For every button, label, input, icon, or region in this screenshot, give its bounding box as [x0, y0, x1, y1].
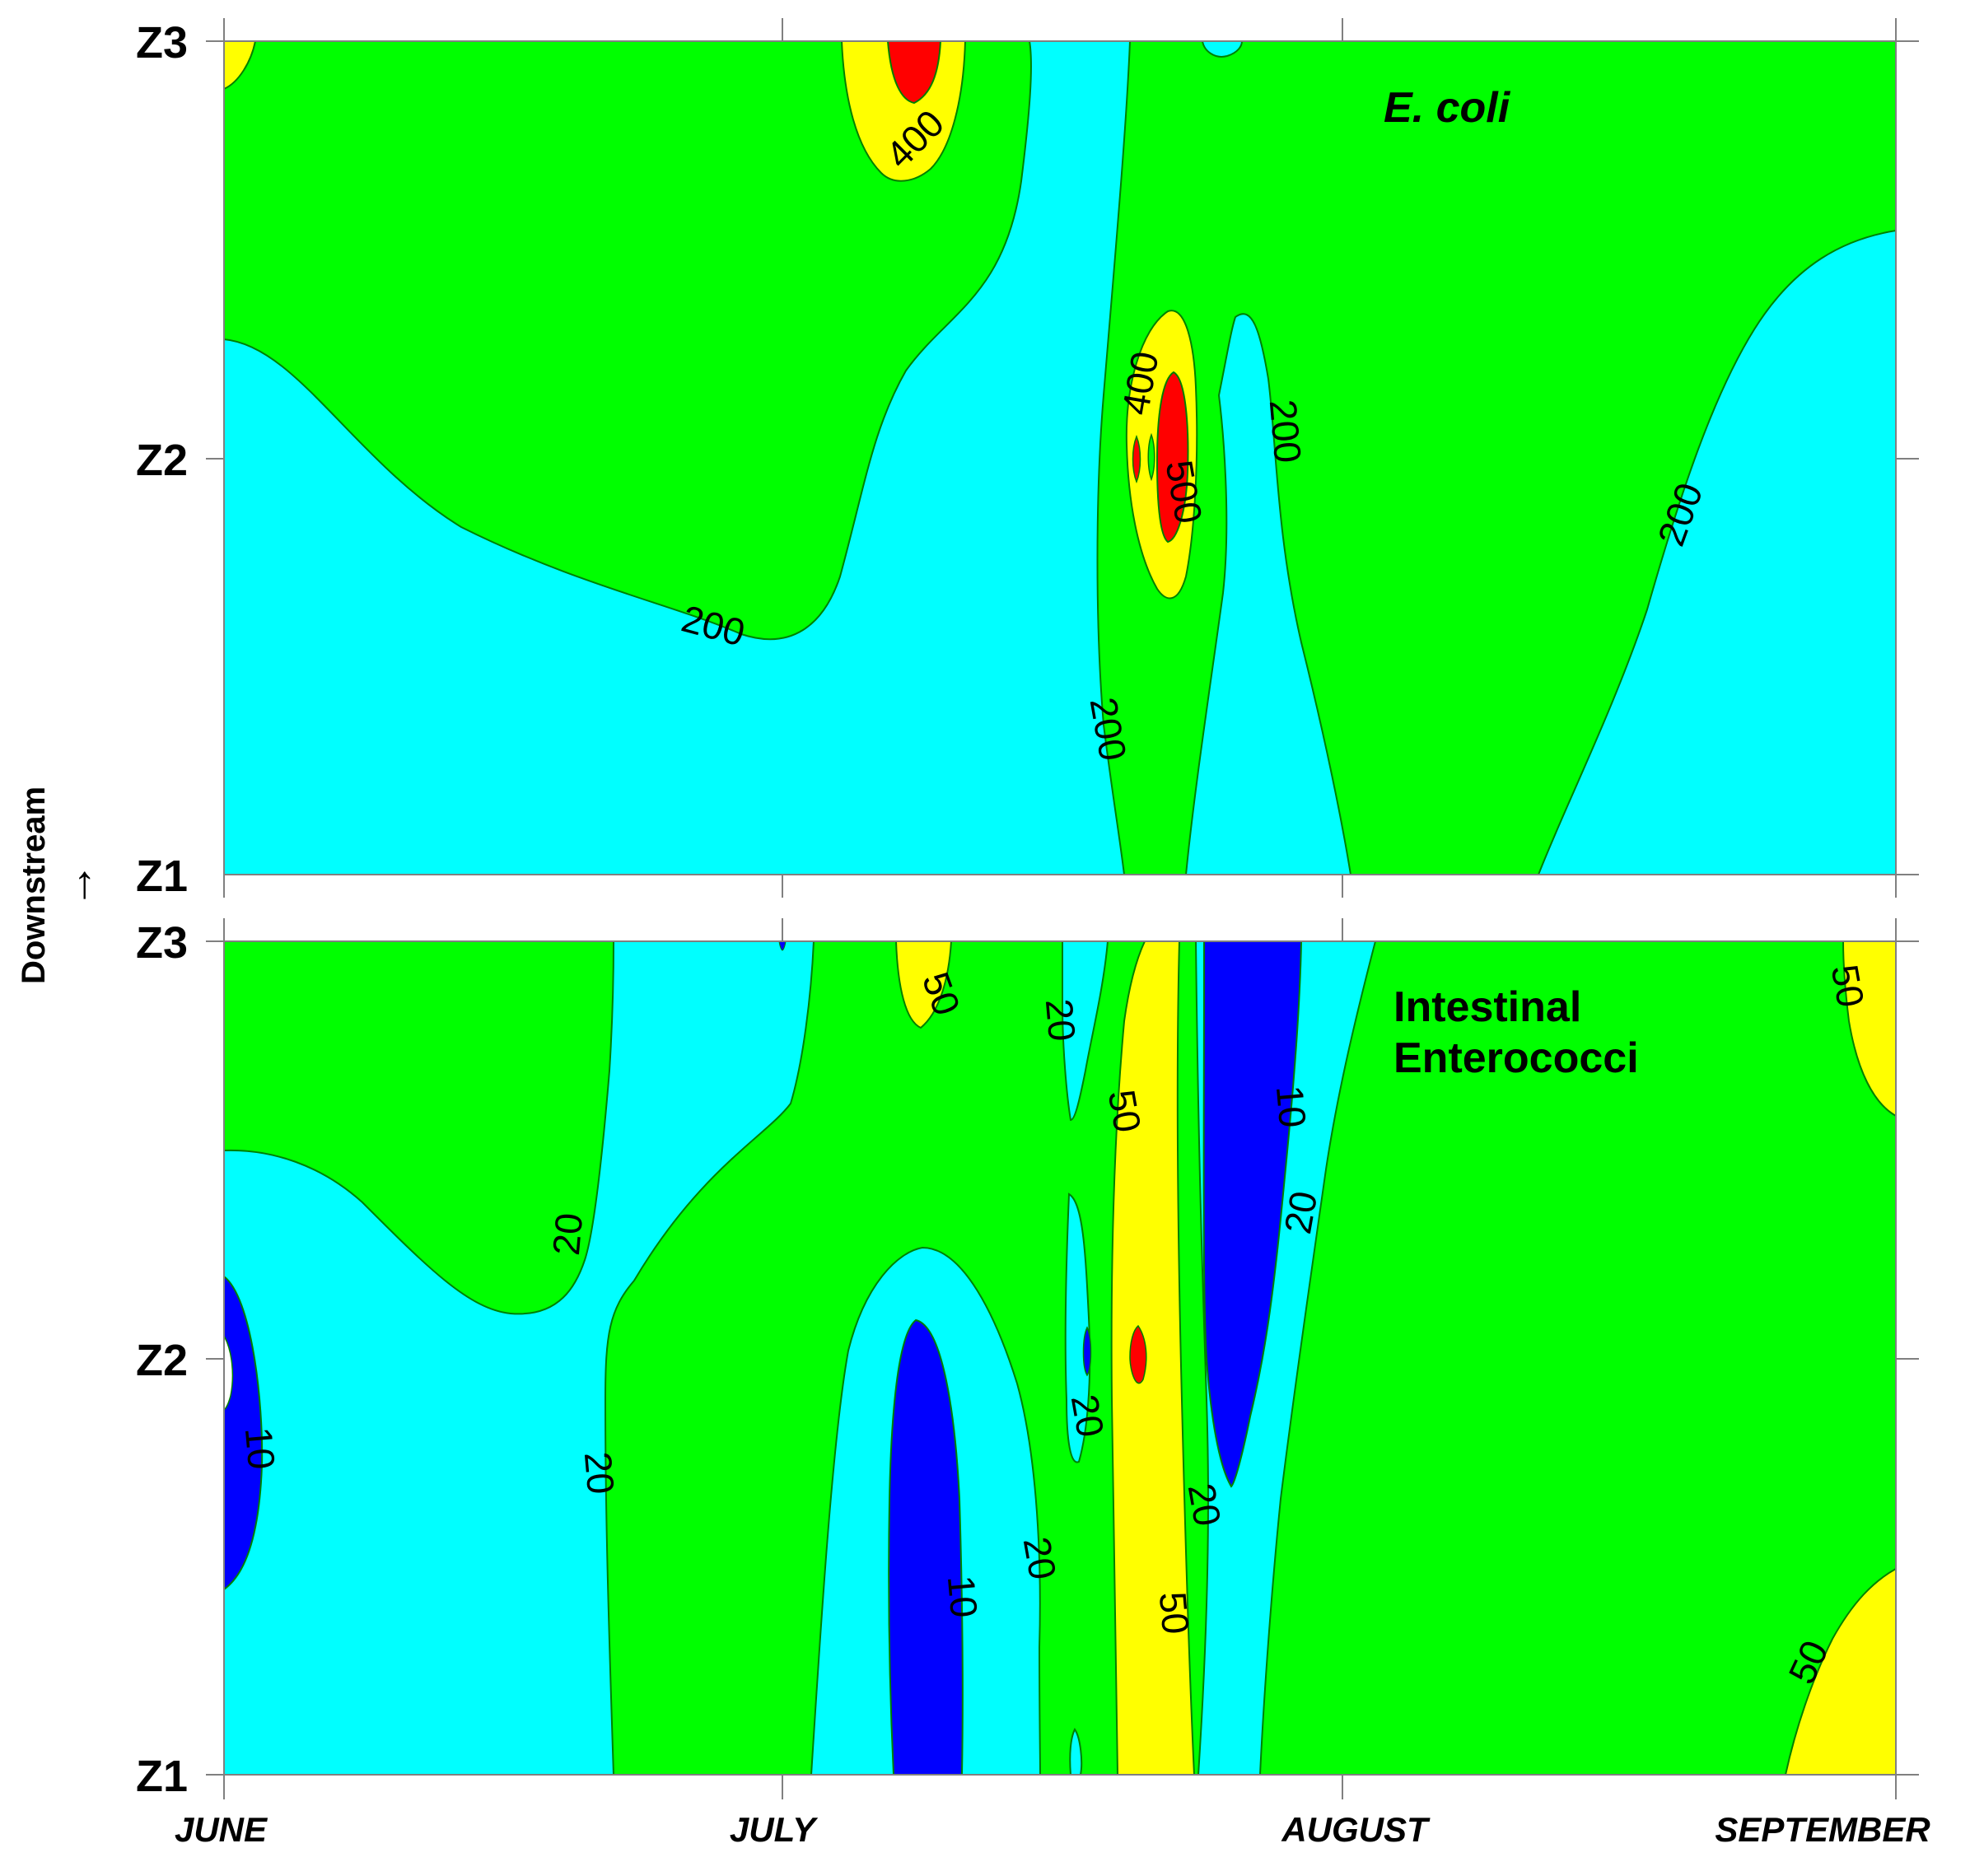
x-tick-label: AUGUST: [1281, 1810, 1431, 1849]
x-tick-label: JULY: [730, 1810, 819, 1849]
downstream-arrow-icon: →: [50, 862, 102, 908]
ent-region-yellow: [1110, 941, 1196, 1775]
enterococci-panel: 50 20 50 10 20 50 20 10 20 20 20 10 20 5…: [206, 918, 1919, 1799]
ent-region-red: [1129, 1324, 1147, 1384]
ecoli-region-red: [1132, 434, 1141, 484]
ecoli-region-cyan: [1184, 313, 1352, 875]
y-tick-label: Z1: [136, 1752, 188, 1801]
ent-contour-label: 20: [577, 1450, 623, 1496]
ent-region-blue: [1082, 1326, 1092, 1377]
y-tick-label: Z1: [136, 852, 188, 901]
ent-region-cyan: [1062, 941, 1109, 1122]
ecoli-region-yellow: [224, 41, 257, 91]
x-tick-labels: JUNE JULY AUGUST SEPTEMBER: [175, 1810, 1930, 1849]
y-tick-labels-top: Z3 Z2 Z1: [136, 18, 188, 901]
ent-contour-label: 20: [1038, 997, 1084, 1043]
y-tick-label: Z3: [136, 18, 188, 68]
ecoli-title: E. coli: [1384, 84, 1511, 132]
ent-region-yellow: [894, 941, 953, 1029]
x-tick-label: SEPTEMBER: [1715, 1810, 1930, 1849]
ent-contour-label: 10: [1268, 1084, 1314, 1130]
ent-region-cyan: [1064, 1192, 1091, 1463]
ecoli-region-cyan: [1201, 41, 1244, 58]
ent-contour-label: 50: [1823, 962, 1873, 1010]
ent-title-line2: Enterococci: [1393, 1034, 1639, 1082]
ecoli-region-green: [1147, 432, 1155, 482]
ecoli-region-cyan: [1537, 229, 1896, 875]
ent-contour-label: 20: [544, 1211, 591, 1258]
ent-contour-label: 20: [1276, 1188, 1325, 1237]
ent-contour-label: 10: [940, 1574, 986, 1620]
ecoli-contour-label: 200: [1262, 398, 1309, 464]
ent-contour-label: 20: [1015, 1534, 1065, 1583]
ecoli-ticks: [206, 18, 1919, 898]
ent-contour-label: 50: [1100, 1087, 1150, 1136]
ecoli-panel: 400 400 500 200 200 200 200 E. coli: [206, 18, 1919, 898]
y-tick-label: Z2: [136, 436, 188, 485]
ent-region-yellow: [1784, 1567, 1896, 1775]
ent-contour-label: 10: [237, 1426, 283, 1472]
ent-region-yellow: [1842, 941, 1896, 1118]
y-tick-label: Z2: [136, 1336, 188, 1385]
ecoli-region-red: [886, 41, 942, 105]
ent-region-blue: [224, 1275, 264, 1591]
x-tick-label: JUNE: [175, 1810, 268, 1849]
ecoli-region-red: [1155, 371, 1189, 544]
ent-ticks: [206, 918, 1919, 1799]
y-tick-label: Z3: [136, 918, 188, 968]
ent-region-cyan: [1069, 1728, 1083, 1775]
y-axis-title: Downstream: [16, 786, 52, 984]
y-tick-labels-bottom: Z3 Z2 Z1: [136, 918, 188, 1801]
ent-region-blue: [1202, 941, 1303, 1488]
ent-contour-label: 20: [1063, 1392, 1113, 1440]
ecoli-region-cyan: [224, 41, 1132, 875]
ent-region-blue: [888, 1318, 964, 1775]
ent-contour-label: 20: [1180, 1481, 1230, 1529]
ent-contour-label: 50: [1151, 1590, 1197, 1636]
ent-region-blue: [778, 941, 787, 951]
ent-title-line1: Intestinal: [1393, 983, 1581, 1031]
